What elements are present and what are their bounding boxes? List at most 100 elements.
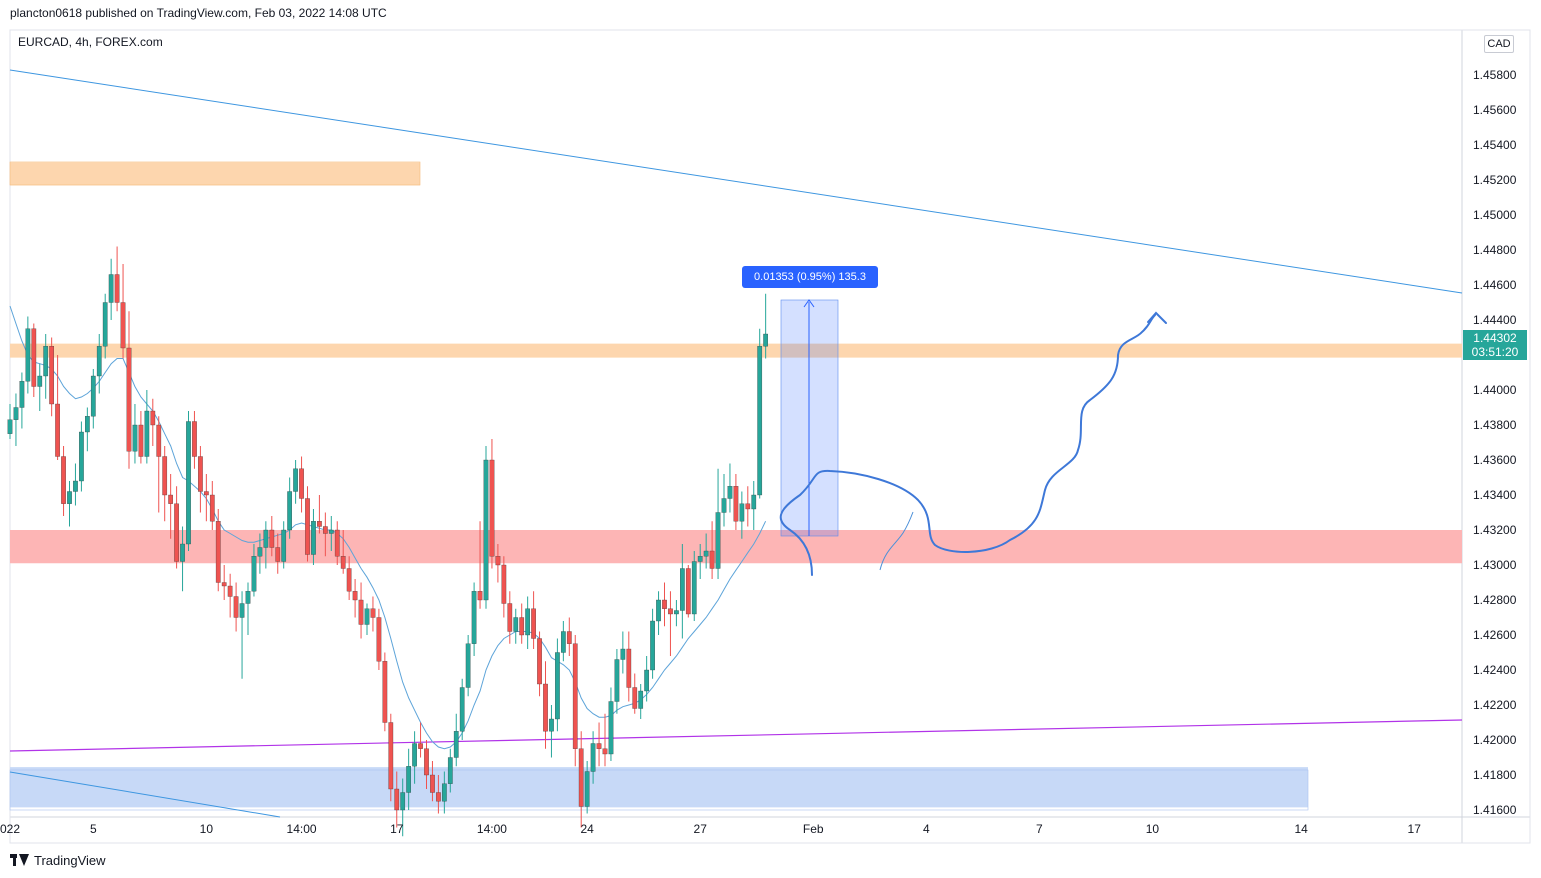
- candle-body: [334, 529, 340, 557]
- candle: [138, 411, 144, 464]
- candle: [269, 516, 275, 557]
- price-tick-label: 1.42400: [1473, 663, 1517, 677]
- candle-body: [174, 503, 179, 562]
- candle-body: [602, 748, 608, 755]
- candle: [227, 573, 233, 618]
- price-tick-label: 1.45600: [1473, 103, 1517, 117]
- candle: [257, 533, 263, 574]
- price-tick-label: 1.44800: [1473, 243, 1517, 257]
- candle-body: [251, 556, 257, 592]
- candle-body: [186, 421, 191, 545]
- candle: [483, 446, 489, 609]
- candle: [519, 603, 525, 644]
- candle: [340, 530, 346, 574]
- candle-body: [584, 771, 590, 807]
- candle: [192, 411, 197, 469]
- candle-body: [79, 431, 84, 482]
- candle-body: [281, 529, 287, 562]
- time-tick-label: 14: [1294, 822, 1308, 836]
- time-tick-label: 14:00: [477, 822, 507, 836]
- candle: [495, 544, 501, 583]
- small-projection-line: [879, 511, 914, 571]
- price-tick-label: 1.43600: [1473, 453, 1517, 467]
- candle-body: [370, 608, 376, 618]
- time-tick-label: 17: [1408, 822, 1422, 836]
- candle-body: [358, 599, 364, 625]
- candle-body: [203, 491, 209, 496]
- demand-zone-border: [9, 769, 1309, 811]
- candle: [132, 404, 138, 464]
- time-tick-label: 7: [1036, 822, 1043, 836]
- candle-body: [495, 556, 501, 566]
- candle: [602, 713, 608, 767]
- candle-body: [733, 486, 739, 522]
- candle: [555, 638, 560, 732]
- candle-body: [650, 620, 655, 671]
- footer-brand: TradingView: [34, 852, 106, 868]
- candles-layer: [7, 246, 769, 837]
- overlay-layer: [779, 299, 1167, 576]
- candle-body: [751, 494, 757, 510]
- candle: [566, 617, 572, 656]
- price-tick-label: 1.45400: [1473, 138, 1517, 152]
- candle-body: [209, 494, 215, 522]
- candle: [662, 582, 667, 627]
- candle-body: [43, 346, 49, 377]
- candle: [382, 652, 388, 732]
- candle-body: [572, 643, 578, 749]
- time-tick-label: 022: [0, 822, 20, 836]
- candle: [424, 740, 429, 789]
- bar-countdown: 03:51:20: [1471, 345, 1519, 359]
- candle: [507, 591, 513, 644]
- resistance-zone: [10, 343, 1462, 358]
- price-axis: 1.41600 1.41800 1.42000 1.42200 1.42400 1.426…: [1473, 68, 1517, 817]
- candle-body: [739, 503, 745, 522]
- candle: [209, 481, 215, 530]
- candle-body: [745, 503, 751, 510]
- candle: [334, 521, 340, 565]
- candle-body: [757, 346, 763, 496]
- candle: [406, 748, 412, 810]
- candle-body: [436, 792, 441, 802]
- price-tick-label: 1.44600: [1473, 278, 1517, 292]
- purple-trendline: [9, 719, 1463, 752]
- candle: [263, 521, 269, 569]
- candle: [751, 481, 757, 530]
- currency-label[interactable]: CAD: [1484, 35, 1514, 53]
- candle-body: [31, 328, 37, 387]
- candle-body: [150, 410, 156, 426]
- candle: [721, 474, 727, 527]
- time-tick-label: 27: [694, 822, 708, 836]
- candle: [501, 556, 507, 618]
- descending-trendline: [9, 69, 1463, 294]
- candle: [757, 328, 763, 499]
- candle: [287, 477, 293, 539]
- candle: [61, 446, 66, 516]
- candle-body: [447, 757, 453, 784]
- candle: [156, 416, 162, 513]
- price-tick-label: 1.45800: [1473, 68, 1517, 82]
- candle-body: [418, 743, 423, 749]
- candle-body: [453, 731, 459, 758]
- time-tick-label: 17: [390, 822, 404, 836]
- candle: [465, 635, 471, 697]
- candle: [108, 258, 114, 320]
- candle-body: [674, 610, 679, 615]
- candle: [739, 491, 745, 539]
- price-tick-label: 1.43400: [1473, 488, 1517, 502]
- candle-body: [108, 274, 114, 303]
- candle: [727, 463, 733, 513]
- candle-body: [543, 683, 548, 732]
- candle-body: [180, 543, 185, 562]
- candle: [233, 582, 239, 632]
- candle: [37, 363, 43, 411]
- candle-body: [299, 468, 304, 499]
- measure-label: 0.01353 (0.95%) 135.3: [742, 266, 878, 288]
- candle-body: [215, 521, 221, 583]
- candle-body: [96, 346, 102, 377]
- candle-body: [322, 526, 328, 534]
- time-axis: 022 5 10 14:00 17 14:00 24 27 Feb 4 7 10 14 17: [0, 822, 1421, 836]
- candle-body: [85, 416, 90, 433]
- candle-body: [346, 568, 352, 592]
